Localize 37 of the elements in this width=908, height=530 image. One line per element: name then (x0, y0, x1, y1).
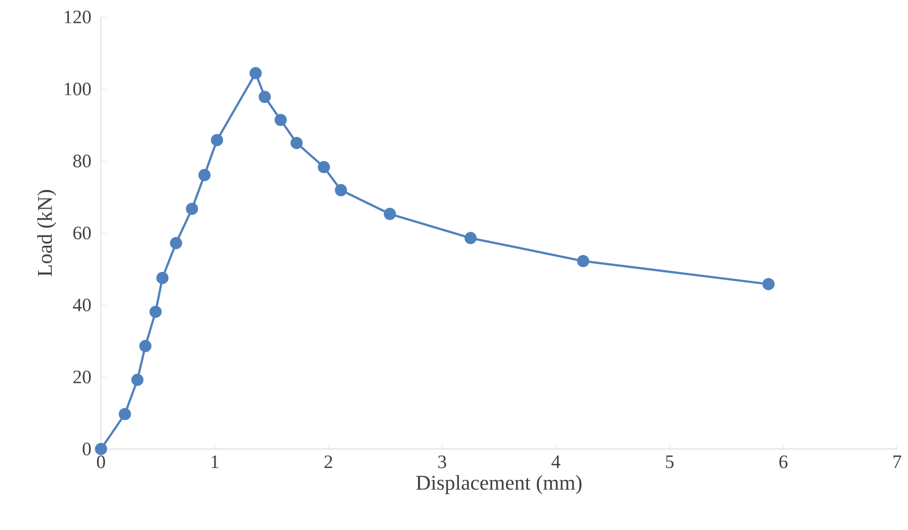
y-tick-label: 120 (64, 10, 91, 24)
x-tick-label: 0 (96, 456, 106, 468)
y-tick-label: 20 (73, 370, 91, 384)
x-axis-title: Displacement (mm) (416, 475, 582, 494)
point (290, 136, 303, 150)
point (464, 232, 477, 244)
point (250, 67, 262, 80)
x-tick-label: 1 (212, 456, 218, 468)
point (186, 202, 198, 215)
x-tick-label: 3 (438, 456, 446, 468)
point (118, 408, 131, 420)
y-tick-label: 0 (82, 442, 91, 456)
y-tick-label: 40 (72, 298, 91, 312)
point (131, 374, 144, 386)
point (334, 184, 348, 196)
point (274, 114, 287, 126)
y-tick-label: 100 (64, 82, 91, 96)
x-tick-label: 4 (552, 456, 560, 468)
x-tick-label: 5 (666, 456, 674, 468)
point (170, 236, 182, 250)
point (139, 340, 152, 352)
point (258, 90, 271, 104)
point (384, 208, 396, 220)
point (149, 306, 162, 318)
x-tick-label: 2 (324, 456, 332, 468)
point (762, 278, 775, 290)
point (156, 272, 169, 284)
point (94, 442, 108, 456)
x-tick-label: 7 (894, 456, 902, 468)
y-tick-label: 60 (73, 226, 91, 240)
point (198, 168, 211, 182)
y-tick-label: 80 (73, 154, 91, 168)
x-tick-label: 6 (779, 456, 788, 468)
y-axis-title: Load (kN) (37, 190, 56, 276)
point (577, 254, 590, 268)
point (318, 161, 330, 174)
point (210, 134, 224, 146)
